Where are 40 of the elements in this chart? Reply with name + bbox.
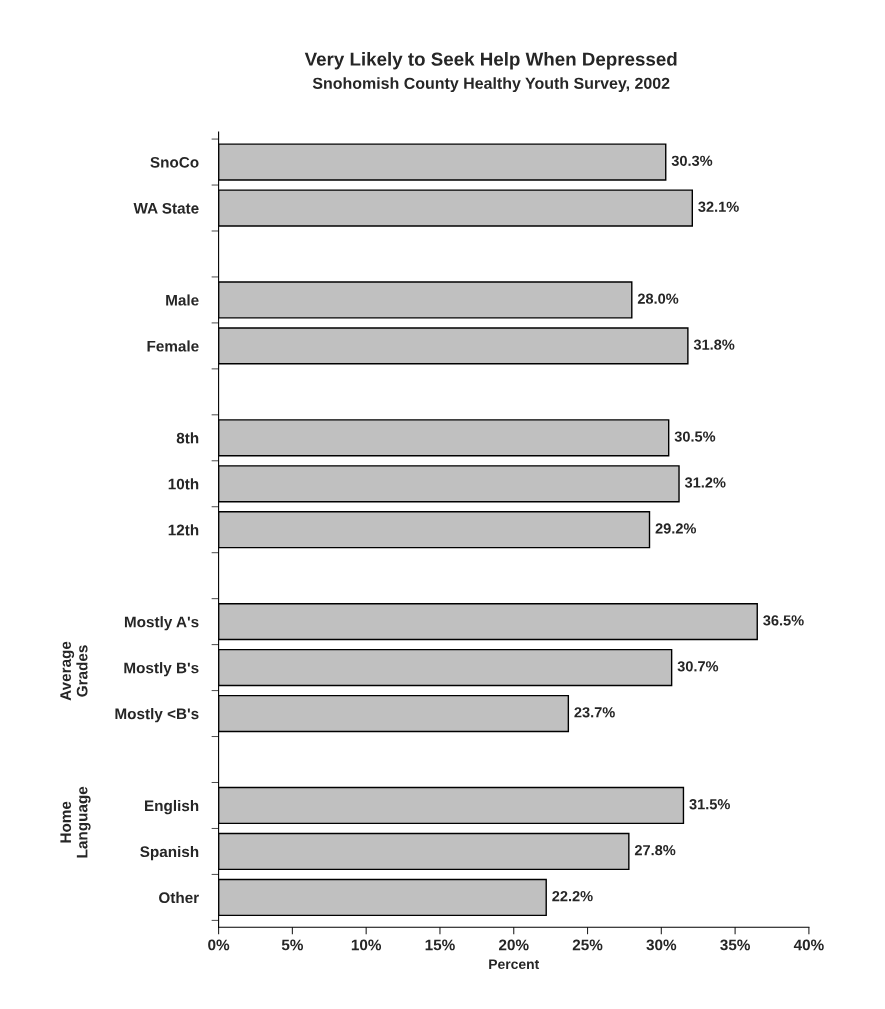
data-label: 29.2% <box>655 523 697 534</box>
y-tick-label: 12th <box>168 524 199 536</box>
y-tick-label: 10th <box>168 478 199 490</box>
x-tick-label: 5% <box>281 939 304 951</box>
y-tick-label: 8th <box>176 432 199 444</box>
chart-title: Very Likely to Seek Help When Depressed <box>304 52 677 70</box>
x-tick-label: 25% <box>572 939 603 951</box>
x-axis-title: Percent <box>489 959 540 970</box>
text: Home Language <box>60 786 91 858</box>
x-tick-label: 0% <box>208 939 230 951</box>
x-tick-label: 15% <box>425 939 455 951</box>
y-tick-label: SnoCo <box>150 156 199 168</box>
y-tick-label: Mostly B's <box>124 662 199 677</box>
data-label: 30.7% <box>677 661 719 672</box>
y-tick-label: English <box>145 799 199 815</box>
data-label: 31.5% <box>689 799 730 810</box>
x-tick-label: 20% <box>498 939 529 951</box>
data-label: 27.8% <box>634 845 676 856</box>
data-label: 36.5% <box>763 615 804 626</box>
x-tick-label: 30% <box>646 939 677 951</box>
chart-subtitle: Snohomish County Healthy Youth Survey, 2002 <box>312 77 670 93</box>
y-tick-label: WA State <box>133 202 199 214</box>
y-tick-label: Female <box>147 340 199 352</box>
data-label: 30.5% <box>674 431 716 442</box>
data-label: 22.2% <box>552 890 593 902</box>
x-tick-label: 35% <box>720 939 750 951</box>
data-label: 30.3% <box>671 155 713 166</box>
data-label: 23.7% <box>574 707 615 718</box>
data-label: 32.1% <box>698 201 739 212</box>
y-tick-label: Mostly A's <box>124 616 199 631</box>
data-label: 31.8% <box>693 339 735 350</box>
y-tick-label: Male <box>166 294 199 306</box>
y-tick-label: Spanish <box>140 845 199 861</box>
x-tick-label: 40% <box>793 939 824 951</box>
text: Average Grades <box>60 641 88 701</box>
y-tick-label: Other <box>159 891 199 904</box>
data-label: 31.2% <box>684 477 726 488</box>
x-tick-label: 10% <box>351 939 382 951</box>
data-label: 28.0% <box>637 293 679 304</box>
y-tick-label: Mostly <B's <box>115 708 199 723</box>
